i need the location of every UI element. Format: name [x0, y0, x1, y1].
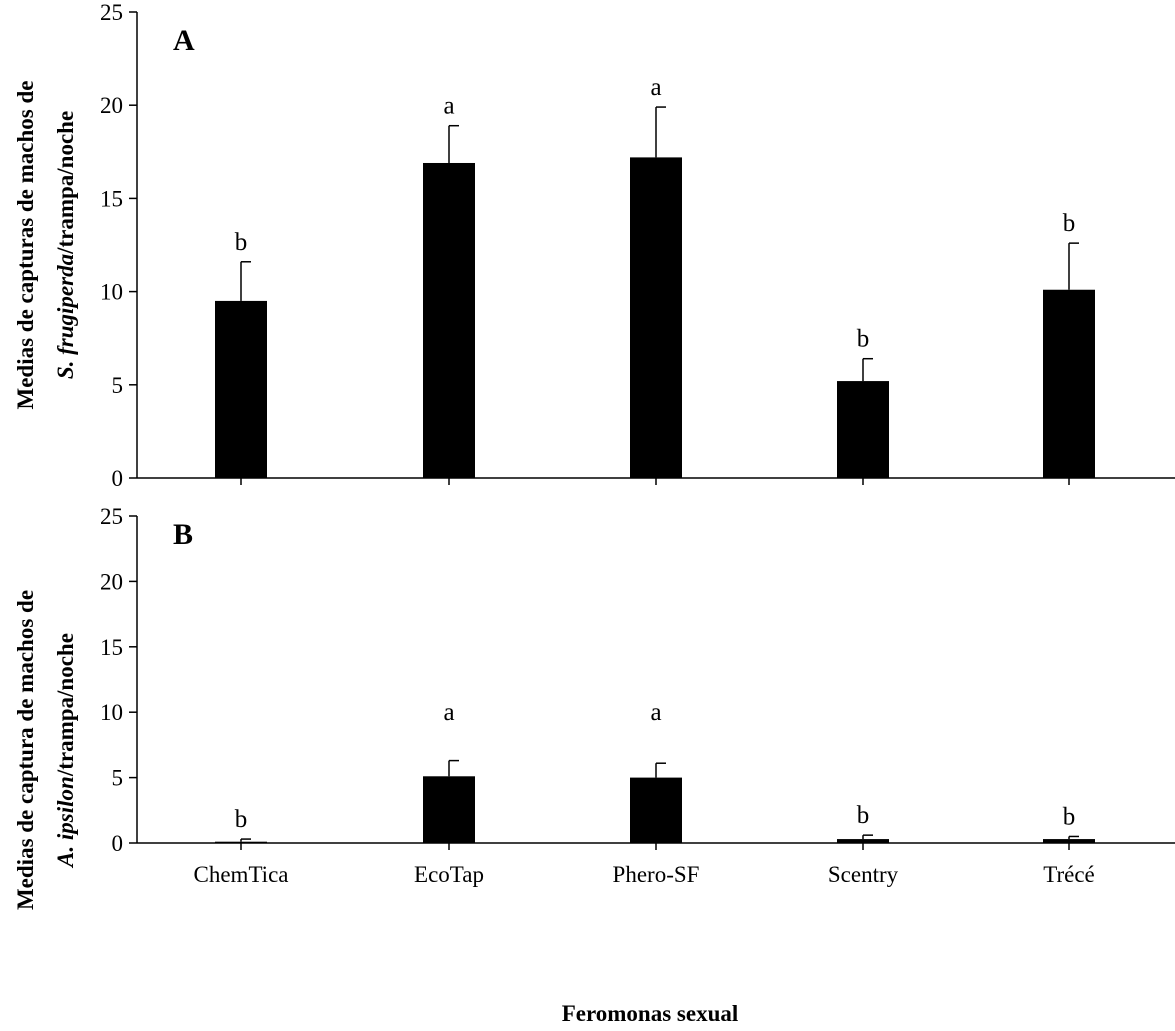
panel-b-bar-3: [837, 839, 889, 843]
panel-b-ylabel: Medias de captura de machos de A. ipsilo…: [13, 590, 78, 910]
panel-a-ylabel-line1: Medias de capturas de machos de: [13, 80, 38, 409]
panel-a-label: A: [173, 24, 195, 57]
panel-b-sig-label-4: b: [1063, 803, 1076, 830]
panel-a-ytick-label: 15: [100, 186, 123, 211]
panel-a-sig-label-3: b: [857, 326, 870, 353]
panel-a-ytick-label: 25: [100, 0, 123, 25]
panel-a: A Medias de capturas de machos de S. fru…: [13, 0, 1175, 491]
panel-a-bar-4: [1043, 289, 1095, 478]
category-label-4: Trécé: [1043, 862, 1095, 887]
panel-b-ylabel-species: A. ipsilon: [53, 776, 78, 869]
panel-b-bar-0: [215, 841, 267, 843]
panel-b: B Medias de captura de machos de A. ipsi…: [13, 504, 1175, 1026]
panel-b-ytick-label: 10: [100, 700, 123, 725]
category-label-2: Phero-SF: [613, 862, 700, 887]
panel-a-bar-0: [215, 300, 267, 478]
category-label-0: ChemTica: [194, 862, 289, 887]
panel-a-bar-3: [837, 381, 889, 478]
panel-a-sig-label-4: b: [1063, 210, 1076, 237]
panel-a-ylabel-unit: /trampa/noche: [53, 111, 78, 255]
panel-a-bar-1: [423, 162, 475, 478]
panel-b-ylabel-unit: /trampa/noche: [53, 633, 78, 777]
panel-b-sig-label-3: b: [857, 802, 870, 829]
panel-b-bar-2: [630, 777, 682, 843]
panel-a-sig-label-2: a: [650, 74, 661, 101]
panel-b-ylabel-line2: A. ipsilon/trampa/noche: [53, 633, 78, 869]
panel-a-ytick-label: 5: [112, 373, 124, 398]
panel-b-sig-label-2: a: [650, 699, 661, 726]
category-label-1: EcoTap: [414, 862, 484, 887]
panel-a-ylabel: Medias de capturas de machos de S. frugi…: [13, 80, 78, 409]
panel-b-bar-4: [1043, 839, 1095, 843]
panel-b-ytick-label: 15: [100, 635, 123, 660]
panel-b-label: B: [173, 518, 193, 551]
panel-a-ytick-label: 10: [100, 280, 123, 305]
panel-b-ytick-label: 5: [112, 766, 124, 791]
panel-b-ylabel-line1: Medias de captura de machos de: [13, 590, 38, 910]
x-axis-title: Feromonas sexual: [562, 1001, 739, 1026]
panel-b-ytick-label: 0: [112, 831, 124, 856]
panel-b-bar-1: [423, 776, 475, 843]
panel-a-sig-label-0: b: [235, 229, 248, 256]
panel-a-bar-2: [630, 157, 682, 478]
panel-b-sig-label-0: b: [235, 806, 248, 833]
panel-a-ylabel-line2: S. frugiperda/trampa/noche: [53, 111, 78, 379]
panel-a-sig-label-1: a: [443, 93, 454, 120]
category-label-3: Scentry: [828, 862, 899, 887]
panel-b-sig-label-1: a: [443, 699, 454, 726]
panel-a-ytick-label: 20: [100, 93, 123, 118]
panel-b-ytick-label: 25: [100, 504, 123, 529]
panel-a-ytick-label: 0: [112, 466, 124, 491]
panel-a-ylabel-species: S. frugiperda: [53, 254, 78, 379]
panel-b-ytick-label: 20: [100, 569, 123, 594]
